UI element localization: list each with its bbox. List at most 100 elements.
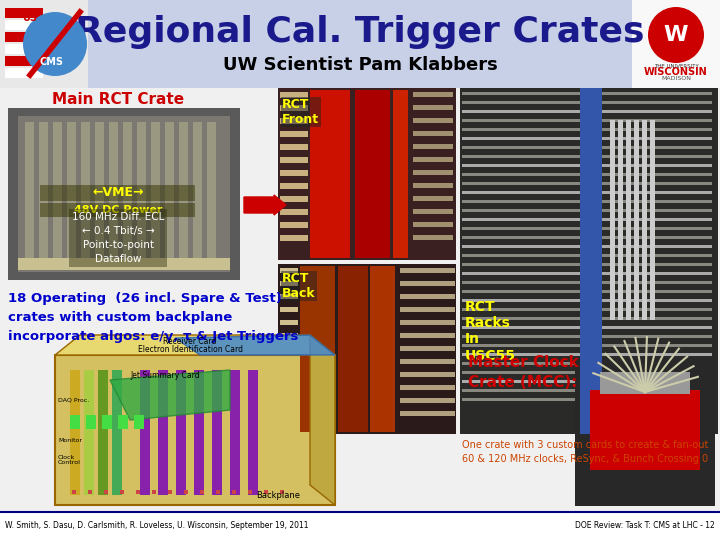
Bar [400,398,455,403]
Bar [280,320,298,325]
Text: Electron Identification Card: Electron Identification Card [138,345,243,354]
Bar [248,370,258,495]
Bar [462,182,712,185]
Bar [81,122,90,260]
Circle shape [23,12,87,76]
Bar [626,120,631,320]
Bar [280,333,298,338]
Text: RCT
Racks
In
USC55: RCT Racks In USC55 [465,300,516,362]
Bar [462,371,712,374]
Text: 18 Operating  (26 incl. Spare & Test)
crates with custom backplane
incorporate a: 18 Operating (26 incl. Spare & Test) cra… [8,292,298,343]
Bar [400,281,455,286]
Text: DAQ Proc.: DAQ Proc. [58,397,89,402]
Bar [400,385,455,390]
Bar [413,157,453,162]
Bar [462,164,712,167]
Circle shape [648,7,704,63]
Bar [413,209,453,214]
Bar [400,372,455,377]
Bar [25,122,34,260]
Bar [413,183,453,188]
Bar [102,415,112,429]
Bar [462,128,712,131]
Bar [184,490,188,494]
Bar [300,266,335,432]
Text: Monitor: Monitor [58,437,82,442]
Bar [462,290,712,293]
Bar [650,120,655,320]
Bar [400,307,455,312]
Bar [278,88,456,260]
Bar [413,170,453,175]
Bar [136,490,140,494]
Text: Backplane: Backplane [256,491,300,500]
Bar [230,370,240,495]
Bar [280,346,298,351]
Bar [575,358,715,506]
Bar [413,118,453,123]
Bar [280,196,308,202]
Bar [248,490,252,494]
Bar [413,92,453,97]
Bar [137,122,146,260]
Bar [280,157,308,163]
Bar [280,105,308,111]
Bar [67,122,76,260]
Text: Clock
Control: Clock Control [58,455,81,465]
Bar [462,254,712,257]
Text: US: US [22,13,37,23]
Bar [112,370,122,495]
Bar [338,266,368,432]
Bar [580,88,602,434]
Bar [72,490,76,494]
Bar [462,299,712,302]
Bar [280,209,308,215]
Bar [400,346,455,351]
Bar [140,370,150,495]
Bar [123,122,132,260]
Bar [88,490,92,494]
Bar [280,307,298,312]
Bar [280,398,298,403]
Text: W. Smith, S. Dasu, D. Carlsmith, R. Loveless, U. Wisconsin, September 19, 2011: W. Smith, S. Dasu, D. Carlsmith, R. Love… [5,522,308,530]
Bar [462,155,712,158]
Text: Receiver Card: Receiver Card [163,338,217,347]
Bar [207,122,216,260]
Bar [462,191,712,194]
Bar [158,370,168,495]
Polygon shape [310,335,335,505]
Bar [104,490,108,494]
Bar [70,370,80,495]
Text: 48V DC Power: 48V DC Power [74,205,162,215]
FancyArrow shape [244,195,286,215]
Bar [280,118,308,124]
Bar [109,122,118,260]
Bar [462,146,712,149]
Bar [5,68,43,78]
Bar [462,344,712,347]
Polygon shape [175,335,335,355]
Bar [212,370,222,495]
Bar [5,20,43,30]
Bar [632,0,720,88]
Text: THE UNIVERSITY: THE UNIVERSITY [654,64,698,69]
Bar [280,359,298,364]
Bar [413,196,453,201]
Text: Jet Summary Card: Jet Summary Card [130,370,199,380]
Bar [462,218,712,221]
Bar [462,119,712,122]
Bar [413,105,453,110]
Polygon shape [55,335,335,355]
Bar [70,415,80,429]
Bar [280,385,298,390]
Bar [280,281,298,286]
Bar [152,490,156,494]
Bar [5,44,43,54]
Bar [460,88,718,434]
Bar [98,370,108,495]
Bar [462,236,712,239]
Bar [55,355,335,505]
Bar [462,209,712,212]
Bar [40,185,195,201]
Text: UW Scientist Pam Klabbers: UW Scientist Pam Klabbers [222,56,498,74]
